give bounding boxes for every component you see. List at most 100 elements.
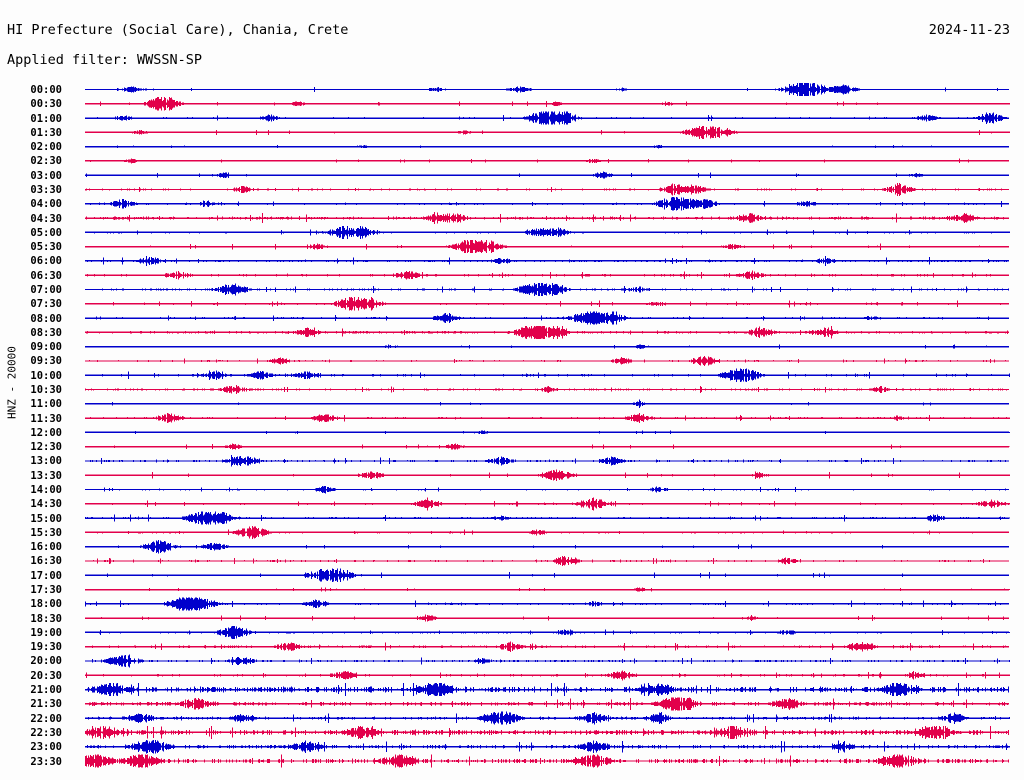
seismic-trace bbox=[87, 145, 1001, 149]
time-tick-label: 03:00 bbox=[30, 169, 62, 182]
time-tick-label: 02:00 bbox=[30, 141, 62, 154]
seismic-trace bbox=[92, 485, 1010, 494]
seismic-trace bbox=[84, 182, 1008, 197]
time-tick-label: 14:00 bbox=[30, 484, 62, 497]
time-tick-label: 20:00 bbox=[30, 655, 62, 668]
time-tick-label: 11:30 bbox=[30, 412, 62, 425]
seismic-trace bbox=[84, 511, 1011, 525]
seismic-trace bbox=[84, 82, 1009, 97]
time-tick-label: 17:00 bbox=[30, 569, 62, 582]
time-tick-label: 04:30 bbox=[30, 212, 62, 225]
time-tick-label: 08:30 bbox=[30, 326, 62, 339]
seismic-trace bbox=[84, 385, 1010, 394]
seismic-trace bbox=[84, 614, 1008, 622]
seismic-trace bbox=[87, 654, 1011, 668]
seismic-trace bbox=[86, 225, 1011, 239]
record-date: 2024-11-23 bbox=[928, 22, 1010, 38]
seismic-trace bbox=[87, 711, 1011, 725]
time-tick-label: 22:00 bbox=[30, 712, 62, 725]
seismic-trace bbox=[84, 670, 1011, 681]
time-tick-label: 01:00 bbox=[30, 112, 62, 125]
time-tick-label: 10:00 bbox=[30, 369, 62, 382]
seismic-trace bbox=[84, 725, 1010, 739]
time-tick-label: 12:00 bbox=[30, 426, 62, 439]
time-tick-label: 04:00 bbox=[30, 198, 62, 211]
seismic-trace bbox=[85, 568, 1006, 582]
seismic-trace bbox=[84, 597, 1010, 611]
time-tick-label: 17:30 bbox=[30, 584, 62, 597]
time-tick-label: 06:30 bbox=[30, 269, 62, 282]
seismic-trace bbox=[87, 158, 1010, 164]
time-tick-label: 07:00 bbox=[30, 284, 62, 297]
time-tick-label: 06:00 bbox=[30, 255, 62, 268]
seismic-trace bbox=[84, 325, 1009, 339]
seismic-trace bbox=[86, 399, 1002, 409]
seismic-trace bbox=[84, 344, 1004, 349]
time-tick-label: 05:00 bbox=[30, 226, 62, 239]
seismic-trace bbox=[84, 641, 1007, 652]
seismic-trace bbox=[85, 197, 1008, 211]
seismic-trace bbox=[85, 125, 1011, 139]
applied-filter-label: Applied filter: WWSSN-SP bbox=[7, 52, 203, 68]
chart-header: HI Prefecture (Social Care), Chania, Cre… bbox=[0, 0, 1024, 78]
seismic-trace bbox=[86, 311, 1006, 325]
time-tick-label: 23:00 bbox=[30, 741, 62, 754]
seismic-trace bbox=[86, 255, 1010, 266]
page-title: HI Prefecture (Social Care), Chania, Cre… bbox=[7, 22, 349, 38]
seismic-trace bbox=[84, 540, 1010, 554]
time-tick-label: 19:00 bbox=[30, 626, 62, 639]
time-tick-label: 20:30 bbox=[30, 669, 62, 682]
seismic-trace bbox=[84, 212, 1009, 224]
time-tick-label: 16:00 bbox=[30, 541, 62, 554]
time-tick-label: 09:00 bbox=[30, 341, 62, 354]
time-tick-label: 08:00 bbox=[30, 312, 62, 325]
seismic-trace bbox=[84, 556, 1004, 566]
seismic-trace bbox=[84, 754, 1010, 768]
time-tick-label: 18:00 bbox=[30, 598, 62, 611]
seismic-trace bbox=[85, 111, 1009, 125]
seismic-trace bbox=[84, 455, 1007, 467]
time-tick-label: 02:30 bbox=[30, 155, 62, 168]
seismic-trace bbox=[85, 297, 1010, 311]
seismic-trace bbox=[84, 469, 1011, 482]
seismic-trace bbox=[84, 356, 1007, 366]
time-tick-label: 00:00 bbox=[30, 84, 62, 96]
seismic-trace bbox=[90, 497, 1011, 511]
time-tick-label: 15:30 bbox=[30, 526, 62, 539]
time-tick-label: 13:30 bbox=[30, 469, 62, 482]
seismic-trace bbox=[84, 525, 1008, 539]
time-tick-label: 21:00 bbox=[30, 684, 62, 697]
time-tick-label: 23:30 bbox=[30, 755, 62, 768]
seismic-trace bbox=[85, 368, 1011, 382]
time-tick-label: 01:30 bbox=[30, 126, 62, 139]
seismic-trace bbox=[86, 587, 1011, 592]
time-tick-label: 09:30 bbox=[30, 355, 62, 368]
seismic-trace bbox=[84, 697, 1009, 711]
seismic-trace bbox=[85, 625, 1011, 639]
seismic-trace bbox=[84, 413, 1011, 424]
time-tick-label: 14:30 bbox=[30, 498, 62, 511]
time-tick-label: 00:30 bbox=[30, 98, 62, 111]
seismic-trace bbox=[84, 443, 1011, 450]
time-tick-label: 19:30 bbox=[30, 641, 62, 654]
time-tick-label: 15:00 bbox=[30, 512, 62, 525]
time-tick-label: 07:30 bbox=[30, 298, 62, 311]
time-tick-label: 11:00 bbox=[30, 398, 62, 411]
time-tick-label: 21:30 bbox=[30, 698, 62, 711]
seismic-trace bbox=[85, 171, 1010, 179]
seismic-trace bbox=[85, 682, 1010, 697]
time-tick-label: 13:00 bbox=[30, 455, 62, 468]
time-tick-label: 05:30 bbox=[30, 241, 62, 254]
seismic-trace bbox=[85, 97, 1011, 111]
seismic-trace bbox=[84, 270, 1002, 281]
time-tick-label: 18:30 bbox=[30, 612, 62, 625]
time-tick-label: 10:30 bbox=[30, 384, 62, 397]
time-tick-label: 16:30 bbox=[30, 555, 62, 568]
time-tick-label: 22:30 bbox=[30, 726, 62, 739]
seismic-trace bbox=[85, 240, 1009, 254]
seismic-trace bbox=[84, 740, 1011, 754]
time-tick-label: 03:30 bbox=[30, 184, 62, 196]
time-tick-label: 12:30 bbox=[30, 441, 62, 454]
